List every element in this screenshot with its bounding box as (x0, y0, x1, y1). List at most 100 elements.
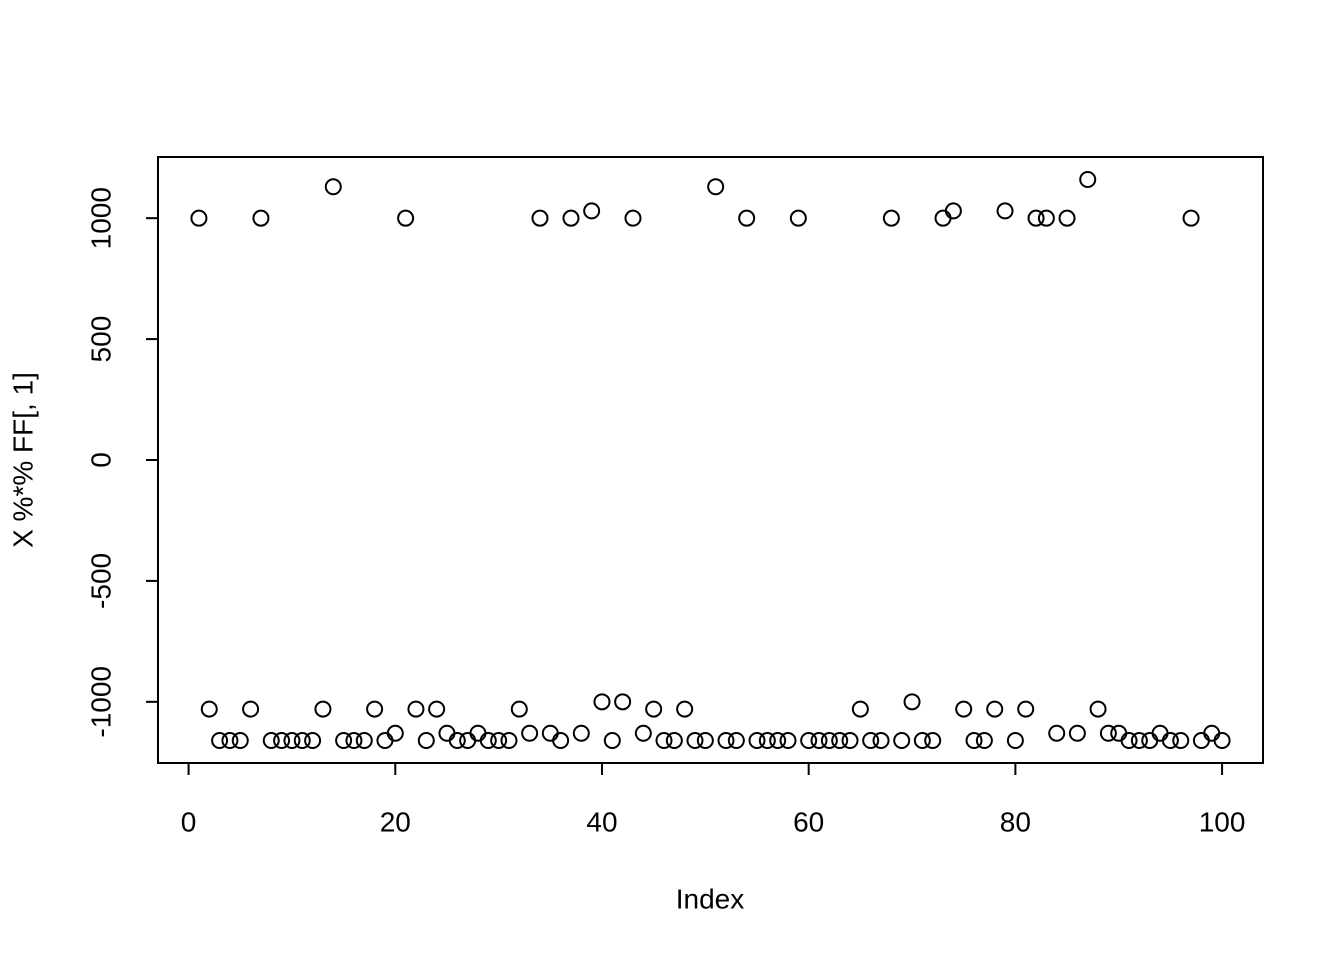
point (1130, 732, 1148, 750)
point (510, 700, 528, 718)
point (748, 732, 766, 750)
point (986, 700, 1004, 718)
point (1058, 209, 1076, 227)
y-tick-label: 1000 (85, 187, 116, 249)
point (1079, 170, 1097, 188)
x-tick-label: 60 (793, 806, 824, 837)
point (583, 202, 601, 220)
point (965, 732, 983, 750)
point (200, 700, 218, 718)
y-axis-label: X %*% FF[, 1] (7, 372, 38, 548)
point (593, 693, 611, 711)
x-axis-label: Index (676, 883, 745, 914)
point (1037, 209, 1055, 227)
x-tick-label: 40 (586, 806, 617, 837)
x-tick-label: 20 (380, 806, 411, 837)
point (872, 732, 890, 750)
point (1161, 732, 1179, 750)
point (448, 732, 466, 750)
point (882, 209, 900, 227)
point (614, 693, 632, 711)
point (603, 732, 621, 750)
y-tick-label: 500 (85, 316, 116, 363)
point (262, 732, 280, 750)
point (355, 732, 373, 750)
point (1110, 724, 1128, 742)
point (1027, 209, 1045, 227)
point (1182, 209, 1200, 227)
point (831, 732, 849, 750)
point (645, 700, 663, 718)
point (500, 732, 518, 750)
point (676, 700, 694, 718)
point (1017, 700, 1035, 718)
point (1048, 724, 1066, 742)
point (1172, 732, 1190, 750)
point (479, 732, 497, 750)
point (490, 732, 508, 750)
point (769, 732, 787, 750)
point (1068, 724, 1086, 742)
point (231, 732, 249, 750)
point (190, 209, 208, 227)
x-tick-label: 100 (1199, 806, 1246, 837)
point (324, 178, 342, 196)
point (531, 209, 549, 227)
point (800, 732, 818, 750)
point (893, 732, 911, 750)
point (304, 732, 322, 750)
point (541, 724, 559, 742)
y-tick-label: -500 (85, 553, 116, 609)
point (242, 700, 260, 718)
point (955, 700, 973, 718)
point (407, 700, 425, 718)
point (521, 724, 539, 742)
point (459, 732, 477, 750)
y-tick-label: -1000 (85, 666, 116, 738)
point (810, 732, 828, 750)
point (552, 732, 570, 750)
point (562, 209, 580, 227)
point (634, 724, 652, 742)
point (1192, 732, 1210, 750)
point (366, 700, 384, 718)
y-tick-label: 0 (85, 452, 116, 468)
point (924, 732, 942, 750)
point (397, 209, 415, 227)
point (293, 732, 311, 750)
point (386, 724, 404, 742)
point (996, 202, 1014, 220)
point (1151, 724, 1169, 742)
point (975, 732, 993, 750)
point (428, 700, 446, 718)
point (789, 209, 807, 227)
point (1006, 732, 1024, 750)
point (944, 202, 962, 220)
point (1203, 724, 1221, 742)
point (314, 700, 332, 718)
point (717, 732, 735, 750)
point (335, 732, 353, 750)
point (1089, 700, 1107, 718)
point (655, 732, 673, 750)
point (841, 732, 859, 750)
point (903, 693, 921, 711)
point (738, 209, 756, 227)
point (417, 732, 435, 750)
point (862, 732, 880, 750)
plot-frame (157, 156, 1264, 764)
point (1120, 732, 1138, 750)
point (376, 732, 394, 750)
x-tick-label: 0 (181, 806, 197, 837)
point (696, 732, 714, 750)
point (345, 732, 363, 750)
point (572, 724, 590, 742)
point (1099, 724, 1117, 742)
point (851, 700, 869, 718)
point (779, 732, 797, 750)
point (820, 732, 838, 750)
point (438, 724, 456, 742)
point (707, 178, 725, 196)
